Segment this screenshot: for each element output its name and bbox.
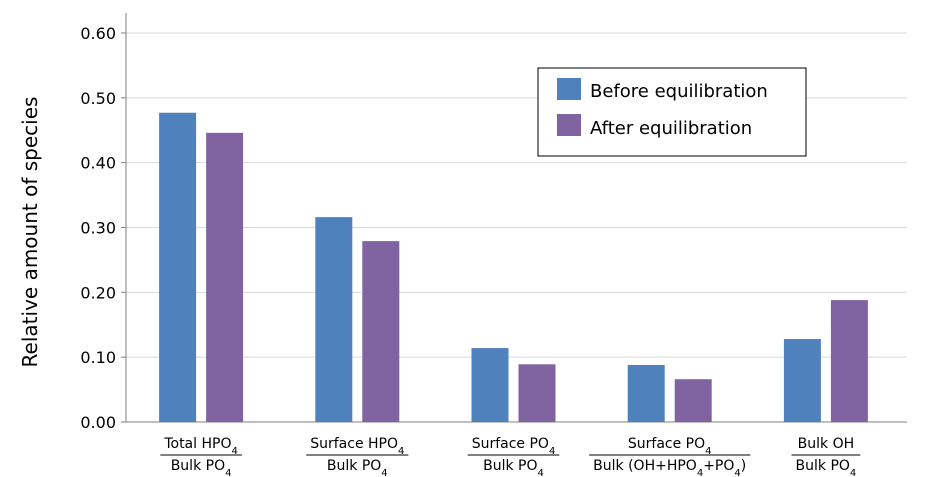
bar-before-4: [627, 364, 665, 422]
bar-after-4: [674, 379, 712, 422]
category-numerator-5: Bulk OH: [798, 436, 854, 452]
category-numerator-1: Total HPO4: [163, 436, 238, 457]
y-tick-label: 0.30: [80, 219, 116, 238]
bar-before-5: [783, 339, 821, 422]
bar-before-2: [315, 217, 353, 422]
category-numerator-4: Surface PO4: [628, 436, 712, 457]
legend-frame: [537, 67, 807, 157]
legend-label-before: Before equilibration: [590, 81, 768, 102]
bar-after-1: [206, 132, 244, 423]
legend-swatch-after: [557, 114, 581, 136]
legend-swatch-before: [557, 78, 581, 100]
category-numerator-3: Surface PO4: [472, 436, 556, 457]
category-denominator-4: Bulk (OH+HPO4+PO4): [593, 458, 746, 477]
gridlines: [126, 32, 907, 358]
y-tick-label: 0.00: [80, 413, 116, 432]
y-tick-label: 0.40: [80, 154, 116, 173]
legend: Before equilibration After equilibration: [537, 67, 807, 157]
y-tick-label: 0.10: [80, 348, 116, 367]
y-tick-label: 0.60: [80, 24, 116, 43]
category-denominator-5: Bulk PO4: [796, 458, 857, 477]
category-numerator-2: Surface HPO4: [310, 436, 404, 457]
category-denominator-3: Bulk PO4: [483, 458, 544, 477]
bar-after-3: [518, 364, 556, 422]
bars: [159, 112, 868, 423]
bar-before-3: [471, 348, 509, 422]
y-axis-ticks: 0.00 0.10 0.20 0.30 0.40 0.50 0.60: [80, 24, 126, 432]
legend-label-after: After equilibration: [590, 118, 752, 139]
category-denominator-2: Bulk PO4: [327, 458, 388, 477]
bar-after-2: [362, 241, 400, 422]
category-denominator-1: Bulk PO4: [171, 458, 232, 477]
bar-after-5: [830, 300, 868, 422]
y-axis-label: Relative amount of species: [18, 97, 42, 368]
y-tick-label: 0.50: [80, 89, 116, 108]
bar-before-1: [159, 112, 197, 423]
y-tick-label: 0.20: [80, 283, 116, 302]
